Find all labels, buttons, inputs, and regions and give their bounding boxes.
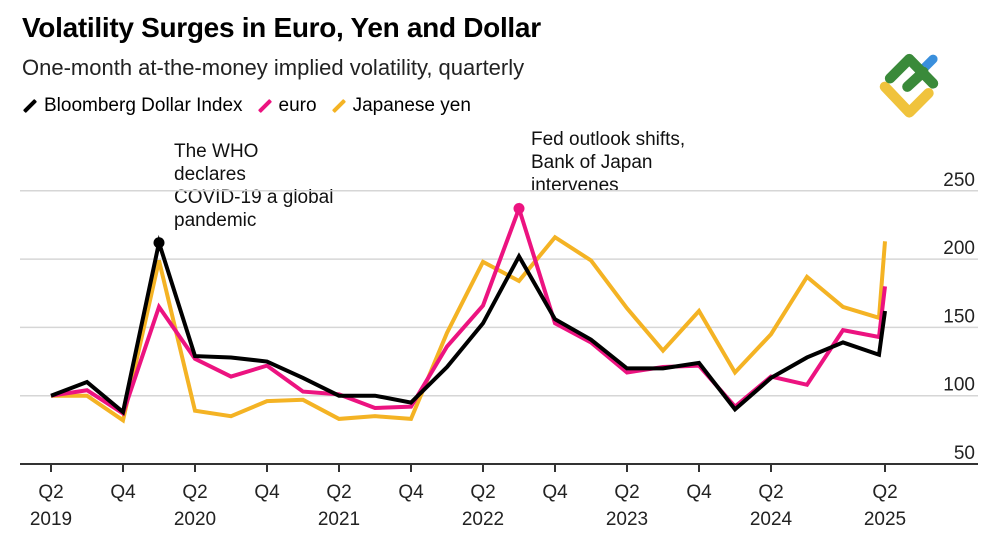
- x-tick-label: Q2: [872, 482, 897, 503]
- legend-item-yen: Japanese yen: [331, 95, 471, 117]
- x-tick-label: Q2: [182, 482, 207, 503]
- x-tick-label: 2019: [30, 509, 72, 530]
- x-tick-label: 2022: [462, 509, 504, 530]
- y-tick-label: 150: [943, 306, 975, 327]
- series-line-bloomberg-dollar-index: [50, 234, 887, 416]
- y-tick-label: 200: [943, 238, 975, 259]
- y-tick-label: 250: [943, 170, 975, 191]
- legend: Bloomberg Dollar Index euro Japanese yen: [22, 95, 471, 117]
- x-tick-label: 2023: [606, 509, 648, 530]
- annotation-fed-line: Fed outlook shifts,: [531, 129, 686, 150]
- x-tick-label: Q4: [686, 482, 712, 503]
- x-tick-label: 2024: [750, 509, 793, 530]
- x-tick-label: 2025: [864, 509, 906, 530]
- chart-subtitle: One-month at-the-money implied volatilit…: [22, 55, 525, 80]
- annotation-fed-line: Bank of Japan: [531, 152, 653, 173]
- x-tick-label: 2020: [174, 509, 216, 530]
- annotation-who-line: declares: [174, 164, 246, 185]
- x-tick-label: Q4: [542, 482, 568, 503]
- x-tick-label: Q2: [38, 482, 63, 503]
- annotation-who-line: pandemic: [174, 210, 257, 231]
- chart-title: Volatility Surges in Euro, Yen and Dolla…: [22, 12, 541, 43]
- x-tick-label: Q2: [758, 482, 783, 503]
- y-tick-label: 50: [954, 443, 975, 464]
- annotation-marker: [153, 237, 165, 249]
- series-line-euro: [50, 202, 887, 417]
- legend-item-euro: euro: [257, 95, 317, 117]
- x-tick-label: Q2: [470, 482, 495, 503]
- legend-label-dollar: Bloomberg Dollar Index: [44, 95, 243, 116]
- logo-icon: [879, 53, 939, 118]
- legend-label-euro: euro: [278, 95, 317, 116]
- legend-item-dollar: Bloomberg Dollar Index: [22, 95, 243, 117]
- annotation-marker: [513, 203, 525, 215]
- x-tick-label: Q4: [110, 482, 136, 503]
- x-tick-label: Q2: [326, 482, 351, 503]
- annotation-who-line: COVID-19 a global: [174, 187, 334, 208]
- y-tick-label: 100: [943, 375, 975, 396]
- legend-label-yen: Japanese yen: [352, 95, 471, 116]
- annotation-who: The WHO declares COVID-19 a global pande…: [174, 140, 333, 232]
- x-tick-label: 2021: [318, 509, 360, 530]
- series-line-japanese-yen: [51, 234, 887, 424]
- x-tick-label: Q4: [254, 482, 280, 503]
- x-tick-label: Q4: [398, 482, 424, 503]
- x-tick-label: Q2: [614, 482, 639, 503]
- annotation-who-line: The WHO: [174, 141, 259, 162]
